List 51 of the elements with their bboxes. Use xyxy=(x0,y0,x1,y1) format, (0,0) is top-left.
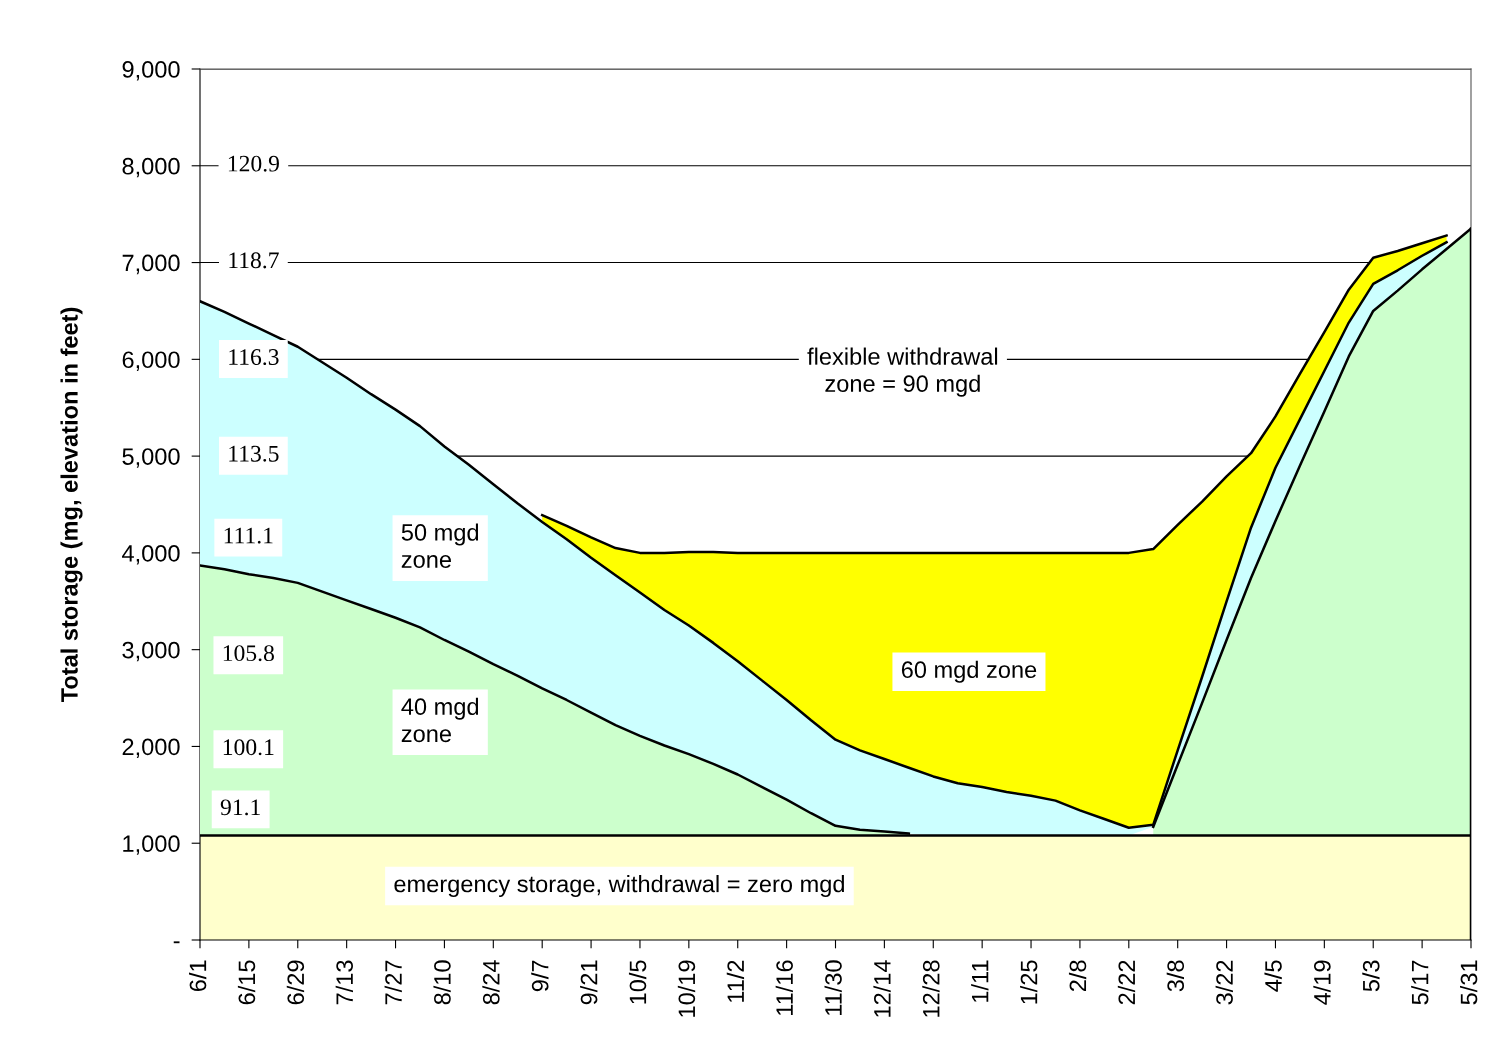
x-tick-label: 1/25 xyxy=(1020,960,1038,1004)
annotation: 100.1 xyxy=(223,739,274,756)
x-tick-label: 7/27 xyxy=(384,960,402,1005)
y-axis-title: Total storage (mg, elevation in feet) xyxy=(60,307,83,703)
x-tick-label: 11/30 xyxy=(824,960,842,1015)
x-tick-label: 6/29 xyxy=(286,960,305,1005)
annotation: 111.1 xyxy=(224,527,273,544)
x-tick-label: 1/11 xyxy=(971,960,989,1002)
annotation: 91.1 xyxy=(220,799,260,816)
annotation: 60 mgd zone xyxy=(901,660,1037,683)
x-tick-label: 10/19 xyxy=(677,960,696,1017)
x-tick-label: 2/8 xyxy=(1068,960,1087,992)
x-tick-label: 9/21 xyxy=(580,960,598,1005)
annotation: 40 mgd zone xyxy=(401,697,479,743)
y-tick-label: 5,000 xyxy=(122,448,180,468)
y-tick-label: 3,000 xyxy=(122,641,180,662)
x-tick-label: 12/28 xyxy=(922,960,940,1017)
x-tick-label: 5/3 xyxy=(1362,960,1380,992)
x-tick-label: 8/24 xyxy=(482,960,500,1005)
y-tick-label: 1,000 xyxy=(123,835,180,855)
x-tick-label: 5/31 xyxy=(1459,960,1478,1005)
x-tick-label: 8/10 xyxy=(433,960,451,1005)
annotation: 116.3 xyxy=(229,349,279,366)
x-tick-label: 2/22 xyxy=(1117,960,1136,1005)
x-tick-label: 5/17 xyxy=(1411,960,1429,1005)
x-tick-label: 6/15 xyxy=(237,960,256,1005)
x-tick-label: 4/5 xyxy=(1264,960,1282,992)
y-tick-label: 7,000 xyxy=(122,254,180,275)
annotation: 120.9 xyxy=(228,155,279,172)
x-tick-label: 9/7 xyxy=(531,960,549,992)
y-tick-label: 8,000 xyxy=(122,157,180,178)
x-tick-label: 12/14 xyxy=(873,960,891,1017)
y-tick-label: 4,000 xyxy=(122,544,180,565)
y-tick-label: 6,000 xyxy=(122,351,180,371)
x-tick-label: 3/8 xyxy=(1166,960,1185,992)
x-tick-label: 11/2 xyxy=(726,960,745,1002)
x-tick-label: 6/1 xyxy=(188,960,207,992)
y-tick-label: 9,000 xyxy=(122,61,180,81)
x-tick-label: 11/16 xyxy=(775,960,793,1015)
annotation: 105.8 xyxy=(223,645,274,662)
y-tick-label: - xyxy=(173,941,180,944)
annotation: flexible withdrawal zone = 90 mgd xyxy=(807,347,998,397)
annotation: 50 mgd zone xyxy=(401,523,479,568)
annotation: emergency storage, withdrawal = zero mgd xyxy=(394,874,844,897)
annotation: 118.7 xyxy=(229,252,279,269)
annotation: 113.5 xyxy=(229,445,279,462)
x-tick-label: 3/22 xyxy=(1215,960,1233,1005)
x-tick-label: 7/13 xyxy=(335,960,353,1005)
x-tick-label: 10/5 xyxy=(628,960,647,1004)
y-tick-label: 2,000 xyxy=(122,738,180,759)
x-tick-label: 4/19 xyxy=(1313,960,1331,1005)
